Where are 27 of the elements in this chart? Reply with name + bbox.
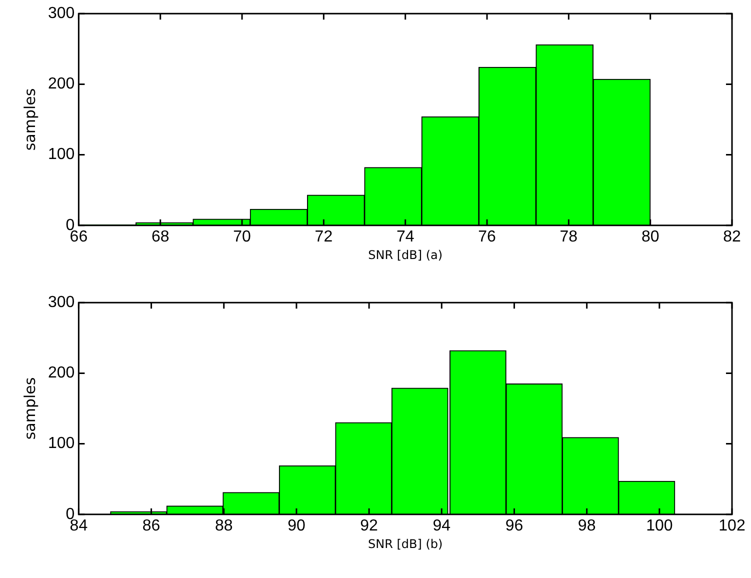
y-tick-label: 200 (48, 76, 75, 93)
y-tick-label: 100 (48, 146, 75, 164)
x-tick-label: 94 (432, 517, 451, 534)
x-tick-label: 74 (396, 228, 414, 246)
x-tick-label: 98 (578, 517, 596, 534)
x-tick-label: 80 (641, 228, 660, 246)
x-tick-label: 92 (360, 517, 378, 534)
x-tick-label: 90 (288, 517, 306, 534)
x-tick-label: 88 (214, 517, 233, 534)
y-tick-label: 200 (48, 364, 75, 382)
x-tick-label: 96 (505, 517, 524, 534)
x-axis-title: SNR [dB] (b) (368, 536, 443, 551)
x-tick-label: 100 (646, 517, 673, 534)
x-tick-label: 76 (478, 228, 496, 246)
x-tick-label: 86 (142, 517, 160, 534)
x-tick-label: 70 (233, 228, 252, 246)
y-tick-label: 100 (48, 435, 75, 452)
x-axis-title: SNR [dB] (a) (368, 248, 443, 262)
x-tick-label: 68 (151, 228, 170, 246)
y-tick-label: 300 (48, 5, 75, 22)
x-tick-label: 102 (718, 517, 746, 534)
x-tick-label: 72 (314, 228, 333, 246)
y-tick-label: 300 (48, 294, 75, 312)
y-axis-title: samples (20, 88, 39, 151)
x-tick-label: 82 (723, 228, 741, 246)
y-axis-title: samples (20, 377, 39, 440)
x-tick-label: 78 (560, 228, 578, 246)
